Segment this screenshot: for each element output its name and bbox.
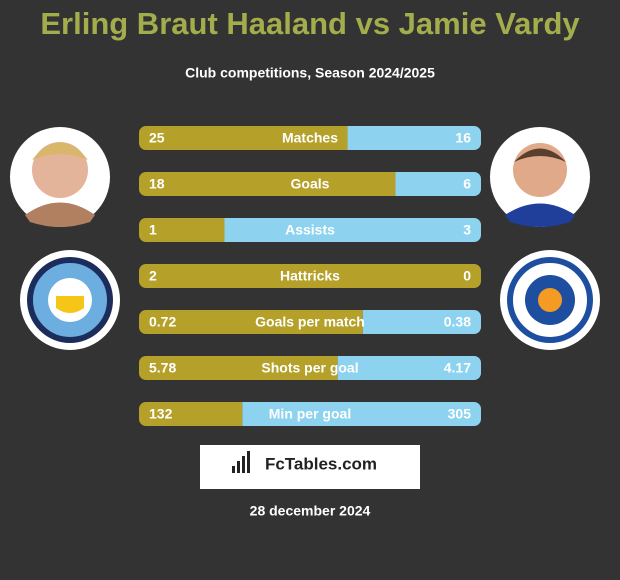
value-left: 132 (149, 406, 173, 422)
stat-label: Goals (291, 176, 330, 192)
club-left (20, 250, 120, 350)
stat-label: Goals per match (255, 314, 365, 330)
bar-left (139, 402, 243, 426)
value-right: 3 (463, 222, 471, 238)
value-right: 16 (455, 130, 471, 146)
title: Erling Braut Haaland vs Jamie Vardy (40, 6, 580, 41)
value-left: 2 (149, 268, 157, 284)
brand-icon (232, 451, 250, 473)
stat-row (139, 218, 481, 242)
value-left: 1 (149, 222, 157, 238)
bar-left (139, 264, 481, 288)
club-right (500, 250, 600, 350)
player-left (10, 127, 110, 227)
stat-label: Min per goal (269, 406, 351, 422)
subtitle: Club competitions, Season 2024/2025 (185, 65, 435, 81)
bar-left (139, 218, 225, 242)
value-right: 4.17 (444, 360, 471, 376)
stat-row (139, 402, 481, 426)
bar-right (224, 218, 481, 242)
bar-left (139, 126, 348, 150)
bar-right (362, 310, 481, 334)
value-left: 5.78 (149, 360, 176, 376)
stat-label: Hattricks (280, 268, 340, 284)
stat-label: Matches (282, 130, 338, 146)
value-left: 25 (149, 130, 165, 146)
stat-row (139, 126, 481, 150)
value-left: 0.72 (149, 314, 176, 330)
value-right: 305 (448, 406, 472, 422)
value-right: 0.38 (444, 314, 471, 330)
stat-row (139, 264, 481, 288)
stat-label: Assists (285, 222, 335, 238)
stat-row (139, 310, 481, 334)
bar-right (395, 172, 481, 196)
brand-box (200, 445, 420, 489)
stat-row (139, 356, 481, 380)
player-right (490, 127, 590, 227)
stat-row (139, 172, 481, 196)
bar-right (337, 356, 481, 380)
value-left: 18 (149, 176, 165, 192)
value-right: 6 (463, 176, 471, 192)
bar-left (139, 310, 363, 334)
stat-label: Shots per goal (261, 360, 358, 376)
bar-right (347, 126, 481, 150)
bar-left (139, 172, 396, 196)
brand: FcTables.com (265, 454, 377, 473)
date: 28 december 2024 (250, 503, 371, 519)
value-right: 0 (463, 268, 471, 284)
bar-right (242, 402, 481, 426)
bar-left (139, 356, 338, 380)
